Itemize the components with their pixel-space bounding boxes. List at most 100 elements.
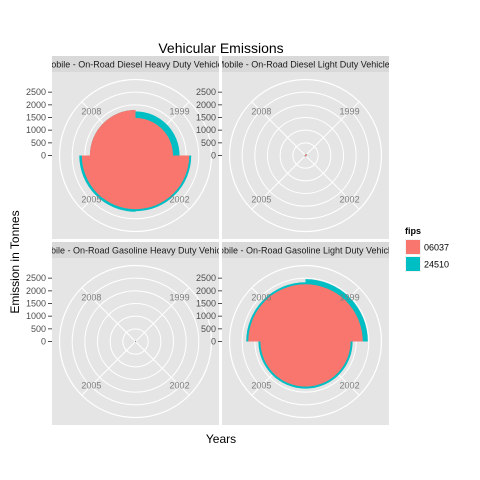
data-wedge: [304, 155, 306, 157]
r-tick-label: 2500: [196, 87, 216, 97]
data-wedge: [248, 284, 306, 342]
grid-circle: [122, 328, 149, 355]
r-tick-label: 0: [211, 151, 216, 161]
grid-circle: [267, 117, 344, 194]
r-tick-label: 1000: [196, 125, 216, 135]
grid-circle: [84, 290, 187, 393]
r-tick-label: 1500: [196, 113, 216, 123]
theta-label: 1999: [340, 106, 360, 116]
data-wedge: [135, 340, 137, 342]
r-tick-label: 1500: [26, 299, 46, 309]
r-tick-label: 1000: [26, 311, 46, 321]
theta-label: 2002: [340, 381, 360, 391]
theta-label: 1999: [170, 106, 190, 116]
data-wedge: [89, 109, 136, 156]
strip-label: Mobile - On-Road Gasoline Light Duty Veh…: [211, 246, 400, 256]
grid-spoke: [135, 287, 190, 342]
r-tick-label: 2000: [196, 286, 216, 296]
theta-label: 1999: [170, 292, 190, 302]
x-axis-title: Years: [206, 432, 236, 446]
r-tick-label: 1000: [196, 311, 216, 321]
grid-circle: [241, 277, 370, 406]
data-wedge: [135, 118, 173, 156]
theta-label: 2008: [81, 292, 101, 302]
facet-panel: Mobile - On-Road Gasoline Heavy Duty Veh…: [26, 242, 233, 425]
r-tick-label: 0: [41, 151, 46, 161]
grid-circle: [279, 129, 332, 182]
grid-circle-outer: [228, 264, 383, 419]
theta-label: 2005: [251, 195, 271, 205]
facet-panel: Mobile - On-Road Gasoline Light Duty Veh…: [196, 242, 400, 425]
r-tick-label: 2000: [26, 286, 46, 296]
r-tick-label: 500: [31, 324, 46, 334]
data-wedge: [305, 341, 351, 387]
grid-spoke: [251, 101, 306, 156]
data-wedge: [81, 155, 136, 210]
strip-background: [222, 56, 389, 72]
grid-circle: [71, 91, 200, 220]
grid-spoke: [305, 101, 360, 156]
legend-item: 24510: [405, 256, 449, 272]
r-tick-label: 1000: [26, 125, 46, 135]
chart-title: Vehicular Emissions: [158, 40, 283, 56]
r-tick-label: 1500: [196, 299, 216, 309]
r-tick-label: 0: [211, 337, 216, 347]
r-tick-label: 2500: [26, 87, 46, 97]
theta-label: 2008: [251, 106, 271, 116]
strip-label: Mobile - On-Road Diesel Light Duty Vehic…: [217, 60, 395, 70]
theta-label: 2005: [81, 381, 101, 391]
theta-label: 2005: [251, 381, 271, 391]
y-axis-title: Emission in Tonnes: [8, 210, 22, 313]
r-tick-label: 2500: [196, 273, 216, 283]
legend-swatch: [406, 257, 420, 271]
grid-circle: [109, 315, 162, 368]
data-wedge: [305, 284, 363, 342]
grid-circle: [71, 277, 200, 406]
facet-panel: Mobile - On-Road Diesel Heavy Duty Vehic…: [26, 56, 228, 239]
theta-label: 1999: [340, 292, 360, 302]
grid-circle: [292, 142, 319, 169]
grid-spoke: [81, 341, 136, 396]
theta-label: 2002: [170, 195, 190, 205]
r-tick-label: 2500: [26, 273, 46, 283]
r-tick-label: 500: [31, 138, 46, 148]
grid-spoke: [135, 341, 190, 396]
r-tick-label: 500: [201, 324, 216, 334]
theta-label: 2008: [81, 106, 101, 116]
theta-label: 2005: [81, 195, 101, 205]
grid-spoke: [251, 155, 306, 210]
legend-label: 24510: [424, 260, 449, 270]
grid-spoke: [81, 287, 136, 342]
data-wedge: [304, 154, 306, 156]
data-wedge: [135, 341, 137, 343]
strip-background: [52, 242, 219, 258]
grid-circle: [97, 303, 174, 380]
legend-swatch: [406, 240, 420, 254]
r-tick-label: 2000: [196, 100, 216, 110]
grid-circle-outer: [58, 78, 213, 233]
data-wedge: [134, 341, 136, 343]
legend-title: fips: [405, 226, 421, 236]
legend-item: 06037: [405, 239, 449, 255]
grid-circle-outer: [58, 264, 213, 419]
r-tick-label: 2000: [26, 100, 46, 110]
data-wedge: [260, 341, 306, 387]
data-wedge: [135, 155, 190, 210]
strip-label: Mobile - On-Road Diesel Heavy Duty Vehic…: [44, 60, 228, 70]
strip-label: Mobile - On-Road Gasoline Heavy Duty Veh…: [38, 246, 233, 256]
facet-panel: Mobile - On-Road Diesel Light Duty Vehic…: [196, 56, 395, 239]
r-tick-label: 1500: [26, 113, 46, 123]
theta-label: 2002: [340, 195, 360, 205]
legend-label: 06037: [424, 243, 449, 253]
grid-spoke: [305, 155, 360, 210]
grid-circle: [241, 91, 370, 220]
theta-label: 2008: [251, 292, 271, 302]
data-wedge: [305, 155, 307, 157]
r-tick-label: 500: [201, 138, 216, 148]
grid-circle-outer: [228, 78, 383, 233]
r-tick-label: 0: [41, 337, 46, 347]
data-wedge: [305, 153, 308, 156]
grid-circle: [254, 104, 357, 207]
